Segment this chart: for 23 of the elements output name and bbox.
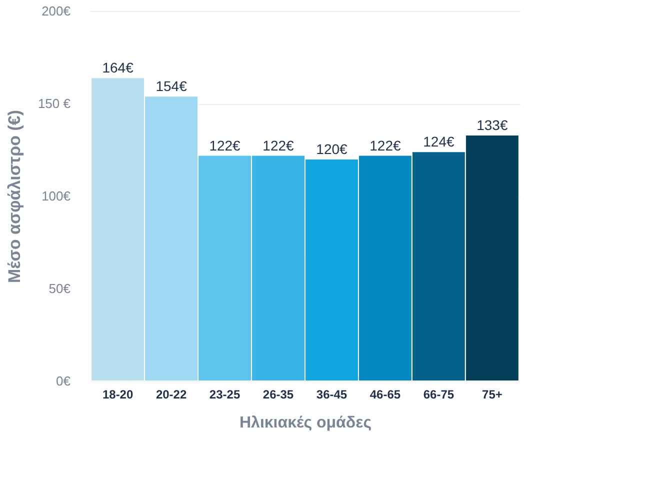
y-tick-label: 100€ [42,188,72,204]
x-tick-label: 20-22 [156,388,187,402]
x-axis-title: Ηλικιακές ομάδες [239,414,372,432]
data-label: 164€ [102,60,134,76]
data-label: 122€ [209,137,241,154]
data-label: 122€ [370,137,402,154]
x-tick-label: 46-65 [370,388,401,402]
y-tick-label: 0€ [56,374,72,388]
x-tick-label: 18-20 [102,388,134,402]
y-tick-label: 150 € [38,96,72,111]
data-label: 120€ [316,141,348,157]
y-axis-title: Μέσο ασφάλιστρο (€) [4,110,24,284]
x-tick-label: 36-45 [316,388,348,402]
x-tick-label: 26-35 [262,388,294,402]
data-label: 124€ [423,134,454,150]
x-tick-label: 66-75 [423,388,454,402]
x-tick-label: 75+ [482,388,502,402]
x-tick-label: 23-25 [209,388,240,402]
y-tick-label: 200€ [42,4,72,18]
data-label: 133€ [476,116,508,133]
data-label: 154€ [156,78,188,94]
data-label: 122€ [262,137,294,154]
y-tick-label: 50€ [48,281,72,296]
